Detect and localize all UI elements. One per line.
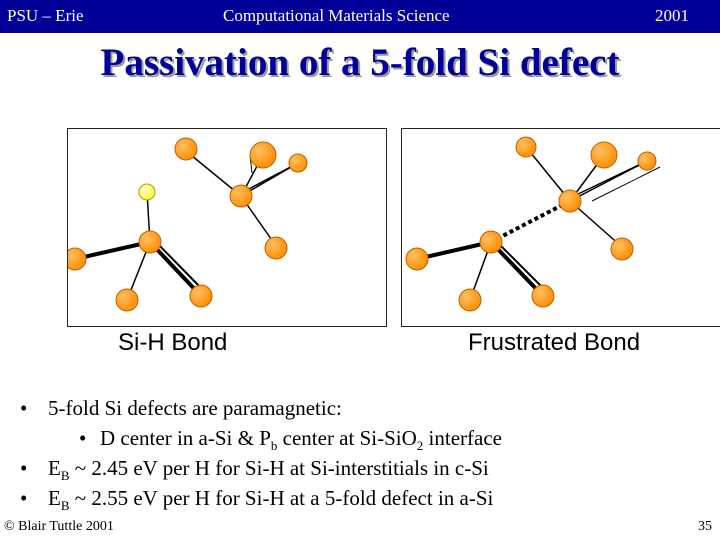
- si-atom: [531, 284, 555, 308]
- bullet-marker: •: [20, 456, 28, 480]
- bond: [148, 240, 203, 298]
- header-center-text: Computational Materials Science: [223, 6, 450, 25]
- bullet-marker: •: [20, 396, 28, 420]
- si-atom: [590, 141, 618, 169]
- header-year: 2001: [655, 6, 689, 25]
- h-atom: [138, 183, 156, 201]
- si-atom: [174, 137, 198, 161]
- figure-frustrated-bond: [401, 128, 720, 327]
- bullet-list: • 5-fold Si defects are paramagnetic: • …: [20, 396, 710, 516]
- sub-bullet-item: • D center in a-Si & Pb center at Si-SiO…: [20, 426, 710, 456]
- caption-frustrated-bond: Frustrated Bond: [468, 329, 641, 356]
- si-atom: [189, 284, 213, 308]
- si-atom: [637, 151, 657, 171]
- bond: [416, 240, 492, 261]
- si-atom: [115, 288, 139, 312]
- si-atom: [515, 136, 537, 158]
- bond: [525, 146, 571, 202]
- si-defect-atom: [479, 230, 503, 254]
- bond: [185, 150, 242, 197]
- header-left-text: PSU – Erie: [7, 6, 84, 25]
- bullet-text: EB ~ 2.45 eV per H for Si-H at Si-inters…: [48, 456, 489, 484]
- si-defect-atom: [138, 230, 162, 254]
- bond: [244, 162, 299, 192]
- bullet-item: • 5-fold Si defects are paramagnetic:: [20, 396, 710, 426]
- si-atom: [610, 237, 634, 261]
- si-atom: [405, 247, 429, 271]
- bond: [489, 240, 545, 298]
- bond: [591, 166, 661, 202]
- bond: [74, 240, 151, 261]
- bullet-item: • EB ~ 2.45 eV per H for Si-H at Si-inte…: [20, 456, 710, 486]
- frustrated-bond: [490, 199, 571, 244]
- si-atom: [68, 247, 87, 271]
- bond: [573, 160, 648, 197]
- si-atom: [264, 236, 288, 260]
- bullet-item: • EB ~ 2.55 eV per H for Si-H at a 5-fol…: [20, 486, 710, 516]
- bullet-marker: •: [79, 426, 87, 450]
- si-atom: [288, 153, 308, 173]
- si-atom: [229, 184, 253, 208]
- bullet-marker: •: [20, 486, 28, 510]
- bond: [494, 239, 547, 292]
- si-atom: [458, 288, 482, 312]
- bullet-text: EB ~ 2.55 eV per H for Si-H at a 5-fold …: [48, 486, 494, 514]
- si-atom: [558, 189, 582, 213]
- si-atom: [249, 141, 277, 169]
- figure-si-h-bond: [67, 128, 387, 327]
- slide-number: 35: [698, 519, 712, 534]
- bond: [153, 239, 205, 292]
- frustrated-bond-structure-diagram: [405, 136, 661, 312]
- bullet-text: D center in a-Si & Pb center at Si-SiO2 …: [100, 426, 502, 454]
- caption-si-h-bond: Si-H Bond: [118, 329, 228, 356]
- slide-header: PSU – Erie Computational Materials Scien…: [0, 0, 720, 33]
- bond: [569, 200, 623, 248]
- bullet-text: 5-fold Si defects are paramagnetic:: [48, 396, 342, 420]
- footer-copyright: © Blair Tuttle 2001: [4, 519, 114, 534]
- si-h-structure-diagram: [68, 137, 308, 312]
- slide-title: Passivation of a 5-fold Si defect: [100, 41, 620, 84]
